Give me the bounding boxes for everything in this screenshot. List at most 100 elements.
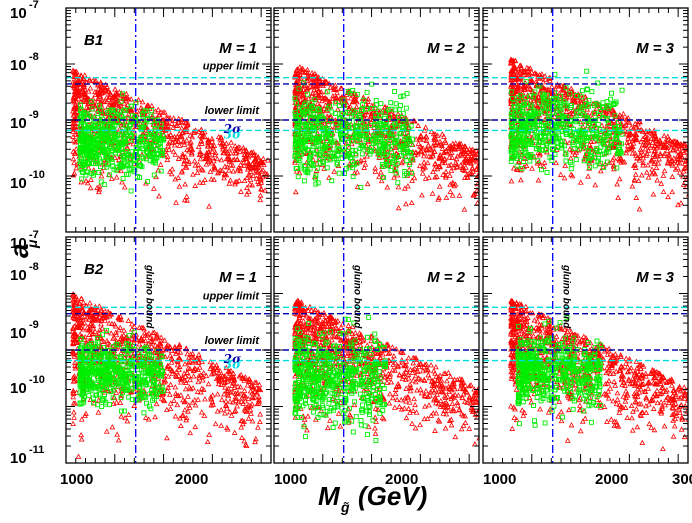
red-point bbox=[566, 139, 573, 146]
green-point bbox=[405, 125, 411, 131]
green-point bbox=[386, 159, 392, 164]
red-point bbox=[687, 148, 688, 150]
green-point bbox=[529, 102, 535, 108]
red-point bbox=[255, 169, 262, 175]
red-point bbox=[73, 165, 80, 171]
red-point bbox=[237, 148, 244, 155]
red-point bbox=[217, 139, 224, 145]
red-point bbox=[263, 172, 270, 178]
red-point bbox=[632, 171, 639, 177]
green-point bbox=[545, 113, 551, 119]
green-point bbox=[349, 138, 354, 144]
green-point bbox=[101, 182, 107, 187]
green-point bbox=[340, 145, 346, 151]
m-label: M = 3 bbox=[636, 40, 675, 57]
red-point bbox=[395, 205, 402, 211]
green-point bbox=[520, 102, 526, 108]
red-point bbox=[211, 370, 217, 376]
red-point bbox=[333, 95, 340, 101]
red-point bbox=[450, 164, 457, 171]
red-point bbox=[642, 146, 649, 152]
red-point bbox=[200, 386, 207, 392]
red-point bbox=[102, 88, 108, 94]
red-point bbox=[292, 103, 299, 109]
green-point bbox=[323, 142, 329, 147]
red-point bbox=[225, 153, 232, 159]
red-point bbox=[179, 118, 186, 124]
red-point bbox=[71, 159, 78, 166]
red-point bbox=[168, 359, 175, 365]
green-point bbox=[104, 164, 110, 170]
green-point bbox=[304, 108, 310, 114]
red-point bbox=[584, 106, 591, 112]
red-point bbox=[236, 373, 243, 379]
red-point bbox=[175, 138, 182, 145]
red-point bbox=[440, 171, 446, 177]
green-point bbox=[558, 138, 564, 144]
red-point bbox=[178, 125, 185, 131]
red-point bbox=[95, 89, 101, 95]
green-point bbox=[125, 153, 131, 158]
green-point bbox=[296, 137, 302, 143]
red-point bbox=[206, 203, 212, 209]
green-point bbox=[595, 80, 601, 86]
red-point bbox=[190, 384, 196, 391]
red-point bbox=[528, 104, 535, 111]
red-point bbox=[350, 137, 356, 143]
red-point bbox=[112, 154, 118, 160]
red-point bbox=[647, 144, 654, 150]
red-point bbox=[456, 192, 463, 198]
red-point bbox=[674, 153, 681, 159]
red-point bbox=[159, 128, 166, 134]
green-point bbox=[311, 125, 317, 130]
red-point bbox=[650, 151, 657, 157]
green-point bbox=[325, 122, 331, 127]
green-point bbox=[532, 120, 538, 125]
green-point bbox=[559, 145, 565, 151]
red-point bbox=[167, 132, 174, 138]
green-point bbox=[297, 157, 303, 163]
green-point bbox=[606, 132, 612, 138]
red-point bbox=[250, 172, 257, 179]
green-point bbox=[614, 135, 620, 141]
red-point bbox=[531, 154, 538, 160]
green-point bbox=[525, 116, 531, 122]
red-point bbox=[653, 164, 660, 170]
red-point bbox=[323, 79, 330, 85]
red-point bbox=[195, 143, 202, 149]
red-point bbox=[451, 145, 457, 151]
red-point bbox=[426, 174, 432, 180]
green-point bbox=[82, 159, 88, 165]
red-point bbox=[542, 76, 549, 82]
green-point bbox=[518, 131, 524, 137]
red-point bbox=[174, 122, 181, 128]
green-point bbox=[128, 153, 134, 159]
red-point bbox=[661, 152, 668, 159]
red-point bbox=[632, 131, 639, 137]
red-point bbox=[110, 94, 116, 100]
green-point bbox=[387, 114, 393, 120]
green-point bbox=[141, 139, 147, 145]
red-point bbox=[198, 137, 205, 144]
red-point bbox=[424, 159, 431, 166]
red-point bbox=[205, 136, 212, 143]
red-point bbox=[603, 108, 610, 114]
red-point bbox=[71, 103, 78, 110]
green-point bbox=[538, 109, 544, 115]
green-point bbox=[574, 93, 579, 98]
red-point bbox=[657, 152, 664, 158]
scatter-points-1 bbox=[292, 64, 479, 212]
green-point bbox=[114, 146, 119, 152]
red-point bbox=[593, 105, 600, 111]
red-point bbox=[81, 72, 88, 78]
red-point bbox=[443, 168, 449, 175]
red-point bbox=[250, 166, 256, 172]
red-point bbox=[78, 416, 85, 422]
green-point bbox=[591, 103, 597, 109]
red-point bbox=[463, 150, 470, 156]
green-point bbox=[388, 134, 394, 140]
green-point bbox=[107, 172, 113, 178]
red-point bbox=[179, 151, 186, 157]
red-point bbox=[417, 136, 423, 142]
red-point bbox=[221, 175, 227, 181]
